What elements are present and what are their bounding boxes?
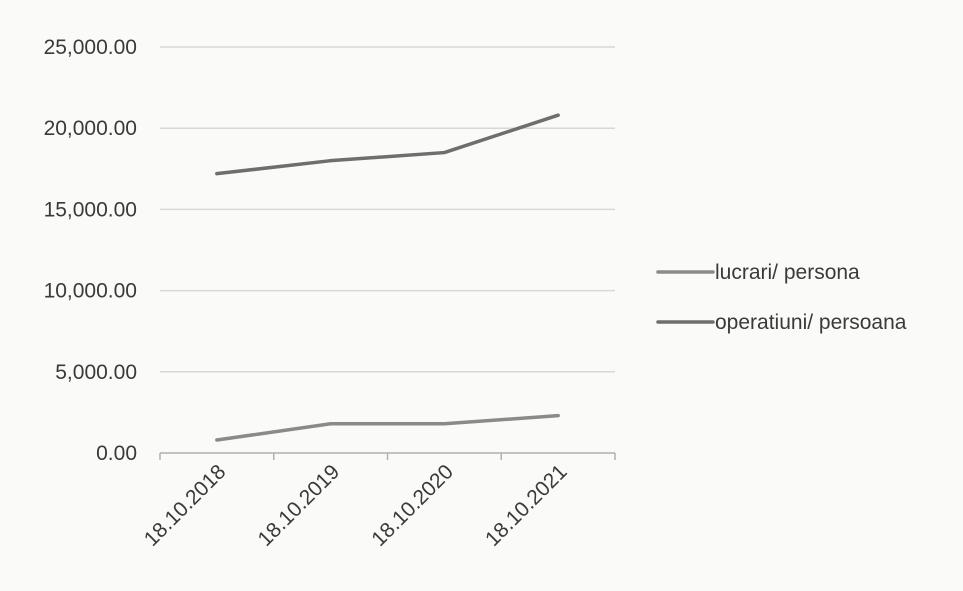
- data-point: [442, 151, 446, 155]
- y-tick-label: 0.00: [96, 442, 137, 465]
- y-tick-label: 5,000.00: [55, 361, 137, 384]
- data-point: [215, 438, 219, 442]
- data-point: [442, 422, 446, 426]
- y-tick-label: 25,000.00: [44, 36, 137, 59]
- y-axis-ticks: 0.00 5,000.00 10,000.00 15,000.00 20,000.00 2…: [44, 36, 137, 465]
- legend: lucrari/ persona operatiuni/ persoana: [656, 261, 907, 334]
- y-tick-label: 20,000.00: [44, 117, 137, 140]
- x-tick-label: 18.10.2021: [481, 460, 572, 551]
- grid-layer: [160, 46, 615, 454]
- legend-label: operatiuni/ persoana: [715, 311, 907, 334]
- series-layer: [215, 113, 560, 442]
- data-point: [329, 422, 333, 426]
- x-axis-ticks: 18.10.2018 18.10.2019 18.10.2020 18.10.2021: [140, 453, 616, 551]
- data-point: [556, 113, 560, 117]
- x-tick-label: 18.10.2018: [140, 460, 231, 551]
- data-point: [329, 159, 333, 163]
- x-tick-label: 18.10.2019: [254, 460, 345, 551]
- y-tick-label: 10,000.00: [44, 280, 137, 303]
- data-point: [556, 414, 560, 418]
- series-line-0: [215, 413, 560, 442]
- data-point: [215, 172, 219, 176]
- x-tick-label: 18.10.2020: [367, 460, 458, 551]
- legend-label: lucrari/ persona: [715, 261, 860, 284]
- series-line-1: [215, 113, 560, 176]
- y-tick-label: 15,000.00: [44, 198, 137, 221]
